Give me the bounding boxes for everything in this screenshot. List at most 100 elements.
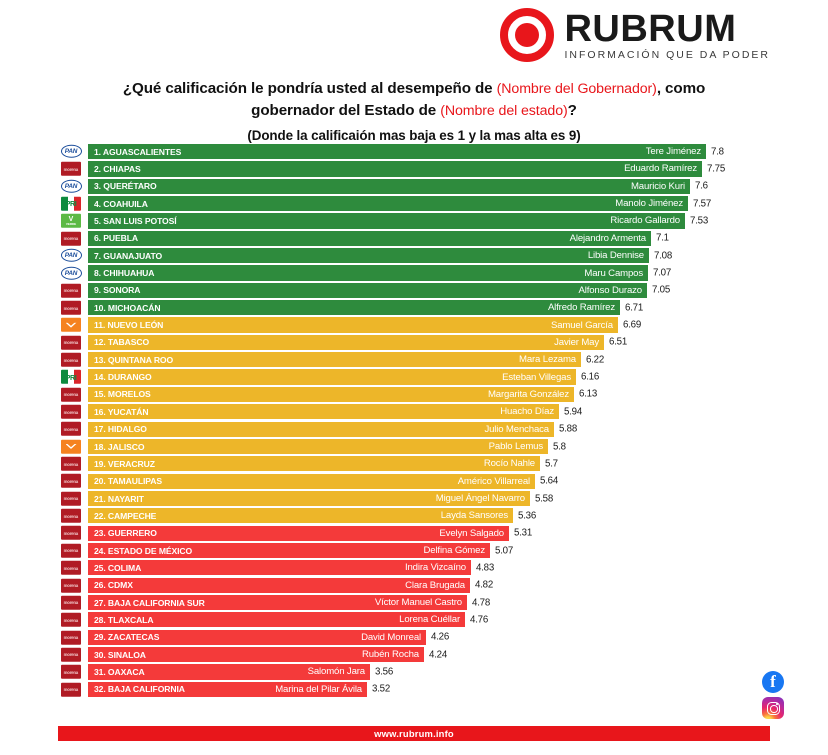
party-logo-cell [60, 318, 82, 333]
governor-name: Mauricio Kuri [630, 180, 685, 192]
party-logo-cell: V VERDE [60, 214, 82, 229]
party-logo-mc [61, 318, 81, 333]
party-logo-cell: morena [60, 404, 82, 420]
value-label: 6.71 [625, 302, 644, 314]
state-label: 26. CDMX [94, 580, 133, 591]
value-bar: Américo Villarreal [88, 473, 535, 489]
footer-url[interactable]: www.rubrum.info [374, 728, 454, 739]
party-logo-morena: morena [61, 543, 81, 558]
party-logo-morena: morena [61, 560, 81, 575]
state-label: 21. NAYARIT [94, 493, 144, 504]
state-label: 19. VERACRUZ [94, 458, 155, 469]
value-bar: Julio Menchaca [88, 421, 554, 437]
instagram-icon[interactable] [762, 697, 784, 719]
value-label: 7.6 [695, 180, 708, 192]
chart-row: morena Mara Lezama 13. QUINTANA ROO 6.22 [0, 351, 828, 368]
party-logo-cell: morena [60, 352, 82, 368]
party-logo-morena: morena [61, 508, 81, 523]
party-logo-cell: morena [60, 664, 82, 680]
governor-name: Mara Lezama [518, 354, 576, 366]
governor-name: Esteban Villegas [502, 371, 571, 383]
governor-name: Evelyn Salgado [439, 527, 504, 539]
party-logo-morena: morena [61, 664, 81, 679]
chart-row: morena Indira Vizcaíno 25. COLIMA 4.83 [0, 559, 828, 576]
party-logo-pri: PRI [61, 370, 81, 385]
party-logo-mc [61, 439, 81, 454]
state-label: 2. CHIAPAS [94, 164, 141, 175]
value-bar: Samuel García [88, 317, 618, 333]
party-logo-morena: morena [61, 335, 81, 350]
chart-row: PRI Esteban Villegas 14. DURANGO 6.16 [0, 368, 828, 385]
governor-name: Rubén Rocha [361, 649, 419, 661]
value-bar: Salomón Jara [88, 664, 370, 680]
brand-name: RUBRUM [564, 7, 737, 50]
party-logo-cell: morena [60, 612, 82, 628]
state-label: 6. PUEBLA [94, 233, 138, 244]
party-logo-cell: morena [60, 578, 82, 593]
party-logo-morena: morena [61, 422, 81, 437]
ranking-chart: PAN Tere Jiménez 1. AGUASCALIENTES 7.8 moren… [0, 143, 828, 698]
value-label: 5.64 [540, 475, 559, 487]
chart-row: morena Américo Villarreal 20. TAMAULIPAS 5.… [0, 473, 828, 490]
value-label: 6.16 [581, 371, 600, 383]
value-bar: Víctor Manuel Castro [88, 594, 467, 611]
state-label: 17. HIDALGO [94, 424, 147, 435]
party-logo-cell: morena [60, 335, 82, 350]
party-logo-pan: PAN [60, 249, 82, 263]
value-bar: Pablo Lemus [88, 438, 548, 455]
value-label: 5.36 [518, 510, 537, 522]
value-label: 7.8 [711, 146, 724, 158]
party-logo-cell [60, 439, 82, 454]
party-logo-morena: morena [61, 283, 81, 298]
value-bar: Rubén Rocha [88, 646, 424, 663]
value-bar: Alejandro Armenta [88, 230, 651, 246]
party-logo-pri: PRI [61, 196, 81, 211]
governor-name: Rocío Nahle [483, 458, 535, 470]
value-bar: Marina del Pilar Ávila [88, 681, 367, 697]
value-label: 5.7 [545, 458, 558, 470]
party-logo-morena: morena [61, 300, 81, 315]
party-logo-cell: morena [60, 595, 82, 610]
party-logo-morena: morena [61, 630, 81, 645]
governor-name: Pablo Lemus [488, 440, 544, 452]
party-logo-cell: PRI [60, 196, 82, 211]
party-logo-cell: PRI [60, 370, 82, 385]
party-logo-cell: morena [60, 456, 82, 472]
governor-name: Alejandro Armenta [569, 232, 647, 244]
value-label: 4.82 [475, 579, 494, 591]
governor-name: Javier May [554, 336, 599, 348]
value-bar: Mara Lezama [88, 352, 581, 368]
governor-name: Manolo Jiménez [615, 198, 683, 210]
party-logo-morena: morena [61, 231, 81, 246]
governor-name: Miguel Ángel Navarro [435, 492, 525, 504]
state-label: 9. SONORA [94, 285, 141, 296]
title-part-1a: ¿Qué calificación le pondría usted al de… [122, 80, 497, 97]
chart-row: PAN Libia Dennise 7. GUANAJUATO 7.08 [0, 247, 828, 264]
facebook-icon[interactable]: f [762, 671, 784, 693]
value-label: 5.58 [535, 493, 554, 505]
party-logo-cell: morena [60, 560, 82, 576]
state-label: 18. JALISCO [94, 441, 145, 452]
value-label: 7.07 [653, 267, 672, 279]
state-label: 14. DURANGO [94, 372, 152, 383]
value-label: 5.07 [495, 545, 514, 557]
chart-row: morena Margarita González 15. MORELOS 6.13 [0, 386, 828, 403]
value-bar: Libia Dennise [88, 248, 649, 264]
state-label: 7. GUANAJUATO [94, 250, 163, 261]
governor-placeholder: (Nombre del Gobernador) [496, 81, 657, 97]
value-label: 7.53 [690, 215, 709, 227]
state-label: 29. ZACATECAS [94, 632, 160, 643]
governor-name: Alfredo Ramírez [547, 302, 615, 314]
chart-row: V VERDE Ricardo Gallardo 5. SAN LUIS POTOSÍ… [0, 212, 828, 229]
governor-name: Samuel García [550, 319, 613, 331]
brand-text: RUBRUM INFORMACIÓN QUE DA PODER [564, 10, 770, 61]
target-circle-icon [500, 8, 555, 62]
chart-row: morena Alfredo Ramírez 10. MICHOACÁN 6.71 [0, 299, 828, 316]
state-label: 25. COLIMA [94, 562, 142, 573]
governor-name: Alfonso Durazo [578, 284, 643, 296]
state-label: 3. QUERÉTARO [94, 181, 157, 192]
party-logo-cell: morena [60, 231, 82, 246]
value-bar: Delfina Gómez [88, 542, 490, 559]
governor-name: Indira Vizcaíno [404, 562, 466, 574]
